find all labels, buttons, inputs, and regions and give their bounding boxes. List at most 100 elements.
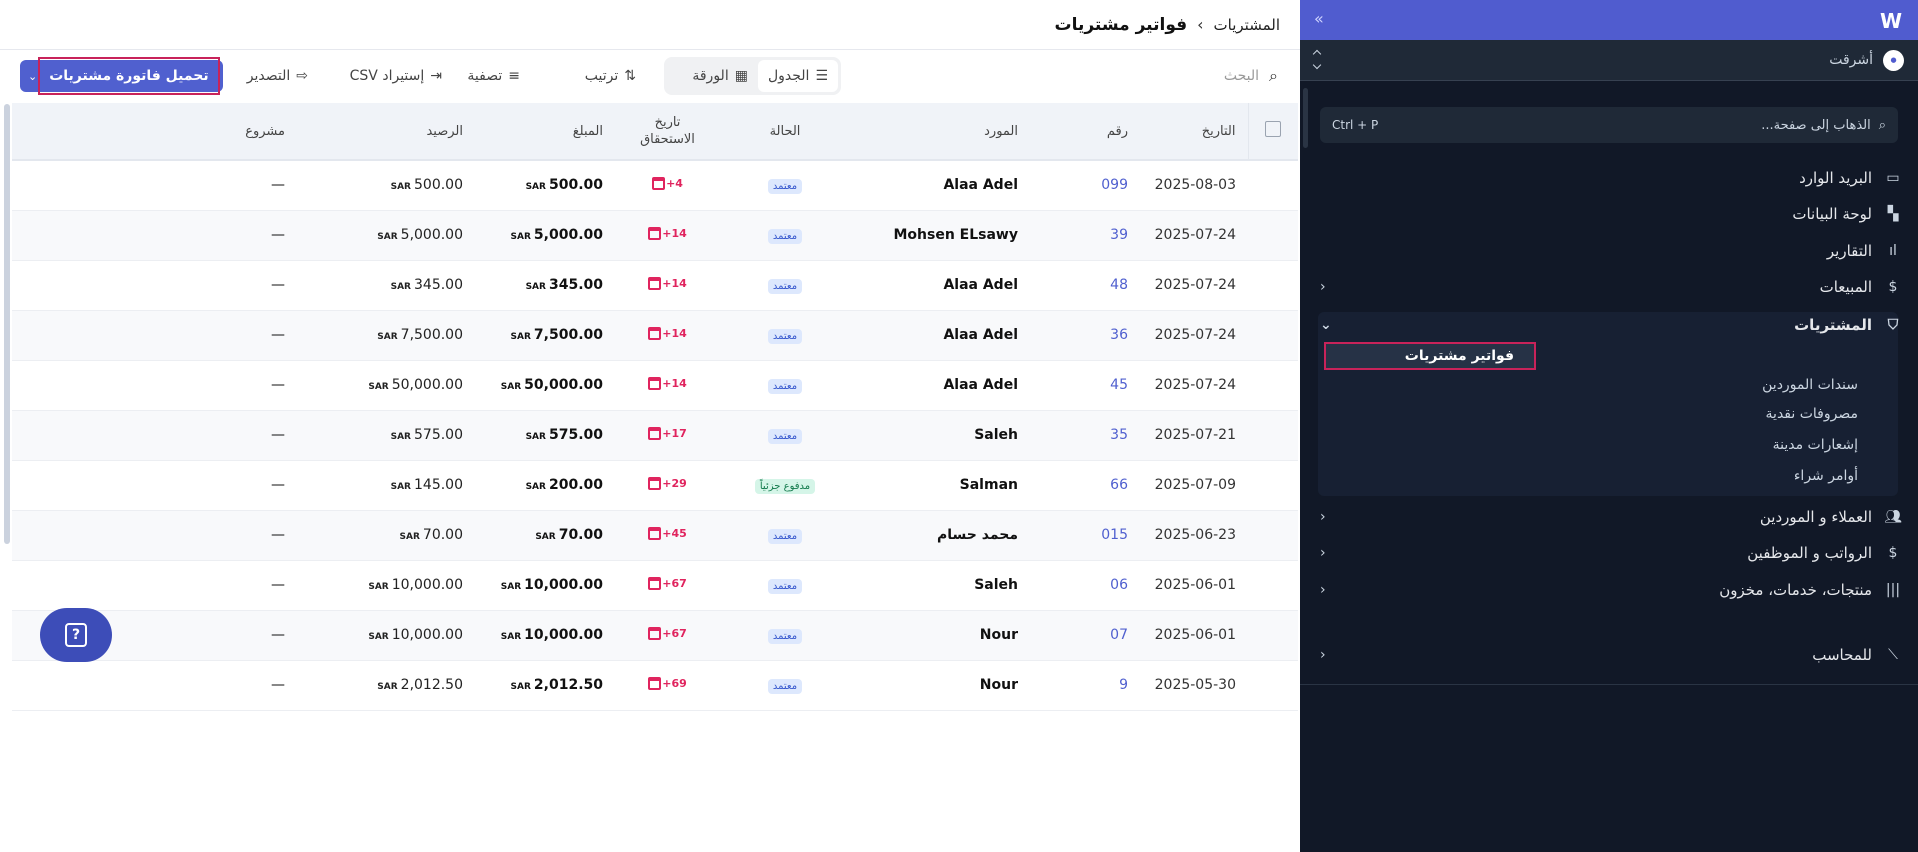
- col-number[interactable]: رقم: [1030, 103, 1140, 161]
- date-cell: 2025-07-09: [1140, 460, 1248, 511]
- currency: SAR: [390, 182, 411, 193]
- scrollbar[interactable]: [4, 104, 10, 544]
- balance-cell: SAR 70.00: [330, 510, 475, 561]
- filter-button[interactable]: ≡ تصفية: [467, 68, 520, 84]
- view-sheet-button[interactable]: ▦ الورقة: [682, 60, 758, 92]
- col-date[interactable]: التاريخ: [1140, 103, 1248, 161]
- chevron-icon[interactable]: ‹: [1320, 647, 1326, 663]
- dollar-icon: $: [1888, 279, 1898, 295]
- sort-button[interactable]: ⇅ ترتيب: [585, 68, 636, 84]
- table-row[interactable]: 2025-06-23 015 محمد حسام معتمد +45 SAR 70…: [12, 510, 1298, 561]
- sidebar-item[interactable]: $ المبيعات ‹: [1320, 272, 1902, 302]
- balance-value: 5,000.00: [400, 227, 463, 243]
- status-badge: معتمد: [767, 628, 803, 644]
- sidebar-item[interactable]: ⛉ المشتريات ⌄: [1320, 310, 1902, 340]
- export-button[interactable]: ⇨ التصدير: [247, 68, 308, 84]
- number-link[interactable]: 06: [1030, 560, 1140, 611]
- number-link[interactable]: 35: [1030, 410, 1140, 461]
- col-balance[interactable]: الرصيد: [330, 103, 475, 161]
- date-cell: 2025-06-01: [1140, 560, 1248, 611]
- breadcrumb-parent[interactable]: المشتريات: [1213, 15, 1280, 34]
- table-row[interactable]: 2025-07-09 66 Salman مدفوع جزئياً +29 SA…: [12, 460, 1298, 511]
- table-row[interactable]: 2025-05-30 9 Nour معتمد +69 SAR 2,012.50 …: [12, 660, 1298, 711]
- due-days: +69: [662, 676, 687, 690]
- col-supplier[interactable]: المورد: [850, 103, 1030, 161]
- sub-item[interactable]: مصروفات نقدية: [1765, 406, 1858, 422]
- number-link[interactable]: 015: [1030, 510, 1140, 561]
- sub-item[interactable]: سندات الموردين: [1762, 377, 1858, 393]
- chevron-icon[interactable]: ‹: [1320, 545, 1326, 561]
- import-csv-button[interactable]: ⇥ إستيراد CSV: [350, 68, 442, 84]
- invoices-table: التاريخ رقم المورد الحالة تاريخ الاستحقا…: [12, 103, 1298, 711]
- table-row[interactable]: 2025-06-01 07 Nour معتمد +67 SAR 10,000.0…: [12, 610, 1298, 661]
- due-cell: +14: [615, 260, 720, 311]
- sub-item[interactable]: إشعارات مدينة: [1772, 437, 1858, 453]
- table-row[interactable]: 2025-07-24 45 Alaa Adel معتمد +14 SAR 50,…: [12, 360, 1298, 411]
- chevron-icon[interactable]: ⌄: [1320, 317, 1332, 333]
- sub-item-label: فواتير مشتريات: [1404, 348, 1514, 364]
- collapse-sidebar-icon[interactable]: »: [1314, 9, 1324, 28]
- balance-value: 145.00: [414, 477, 463, 493]
- due-days: +29: [662, 476, 687, 490]
- col-amount[interactable]: المبلغ: [475, 103, 615, 161]
- number-link[interactable]: 9: [1030, 660, 1140, 711]
- amount-value: 10,000.00: [524, 627, 603, 643]
- number-link[interactable]: 07: [1030, 610, 1140, 661]
- upload-purchase-invoice-button[interactable]: تحميل فاتورة مشتريات ⌄: [20, 57, 223, 95]
- project-cell: —: [12, 210, 330, 261]
- number-link[interactable]: 48: [1030, 260, 1140, 311]
- number-link[interactable]: 099: [1030, 160, 1140, 211]
- org-avatar: ●: [1883, 49, 1904, 71]
- due-days: +14: [662, 376, 687, 390]
- date-cell: 2025-07-24: [1140, 360, 1248, 411]
- balance-cell: SAR 50,000.00: [330, 360, 475, 411]
- date-cell: 2025-08-03: [1140, 160, 1248, 211]
- chevron-icon[interactable]: ‹: [1320, 582, 1326, 598]
- number-link[interactable]: 45: [1030, 360, 1140, 411]
- col-status[interactable]: الحالة: [720, 103, 850, 161]
- sidebar-item[interactable]: ▚ لوحة البيانات: [1320, 199, 1902, 229]
- primary-label: تحميل فاتورة مشتريات: [38, 57, 220, 95]
- sub-item[interactable]: أوامر شراء: [1793, 468, 1858, 484]
- number-link[interactable]: 66: [1030, 460, 1140, 511]
- goto-page-search[interactable]: ⌕ الذهاب إلى صفحة... Ctrl + P: [1320, 107, 1898, 143]
- calendar-icon: [648, 476, 662, 490]
- table-row[interactable]: 2025-07-21 35 Saleh معتمد +17 SAR 575.00 …: [12, 410, 1298, 461]
- balance-value: 345.00: [414, 277, 463, 293]
- sidebar-item[interactable]: 👥︎ العملاء و الموردين ‹: [1320, 502, 1902, 532]
- amount-value: 500.00: [548, 177, 603, 194]
- sidebar-item[interactable]: $ الرواتب و الموظفين ‹: [1320, 538, 1902, 568]
- sidebar-item[interactable]: ıl التقارير: [1320, 236, 1902, 266]
- help-button[interactable]: ?: [40, 608, 112, 662]
- search-input[interactable]: ⌕ البحث: [1224, 66, 1278, 86]
- col-due-date[interactable]: تاريخ الاستحقاق: [615, 103, 720, 161]
- view-table-button[interactable]: ☰ الجدول: [757, 60, 838, 92]
- sidebar-item[interactable]: ||| منتجات، خدمات، مخزون ‹: [1320, 575, 1902, 605]
- table-row[interactable]: 2025-06-01 06 Saleh معتمد +67 SAR 10,000.…: [12, 560, 1298, 611]
- sidebar-top: W »: [1300, 0, 1918, 40]
- table-row[interactable]: 2025-08-03 099 Alaa Adel معتمد +4 SAR 500…: [12, 160, 1298, 211]
- org-switcher[interactable]: ● أشرقت: [1300, 40, 1918, 81]
- chevron-down-icon[interactable]: ⌄: [28, 69, 38, 83]
- filter-label: تصفية: [467, 68, 503, 84]
- due-cell: +67: [615, 610, 720, 661]
- amount-value: 2,012.50: [533, 677, 603, 693]
- chevron-icon[interactable]: ‹: [1320, 509, 1326, 525]
- col-project[interactable]: مشروع: [12, 103, 330, 161]
- table-row[interactable]: 2025-07-24 39 Mohsen ELsawy معتمد +14 SA…: [12, 210, 1298, 261]
- number-link[interactable]: 39: [1030, 210, 1140, 261]
- table-row[interactable]: 2025-07-24 48 Alaa Adel معتمد +14 SAR 345…: [12, 260, 1298, 311]
- chevron-icon[interactable]: ‹: [1320, 279, 1326, 295]
- table-row[interactable]: 2025-07-24 36 Alaa Adel معتمد +14 SAR 7,5…: [12, 310, 1298, 361]
- amount-value: 5,000.00: [533, 227, 603, 243]
- sub-item-purchase-invoices[interactable]: فواتير مشتريات: [1324, 342, 1536, 370]
- number-link[interactable]: 36: [1030, 310, 1140, 361]
- balance-cell: SAR 5,000.00: [330, 210, 475, 261]
- sidebar-scrollbar[interactable]: [1303, 88, 1308, 148]
- sidebar-item[interactable]: ▭ البريد الوارد: [1320, 163, 1902, 193]
- project-cell: —: [12, 310, 330, 361]
- project-cell: —: [12, 560, 330, 611]
- select-all-checkbox[interactable]: [1247, 103, 1298, 161]
- supplier-cell: Saleh: [850, 560, 1030, 611]
- sidebar-item[interactable]: ⟋ للمحاسب ‹: [1320, 640, 1902, 670]
